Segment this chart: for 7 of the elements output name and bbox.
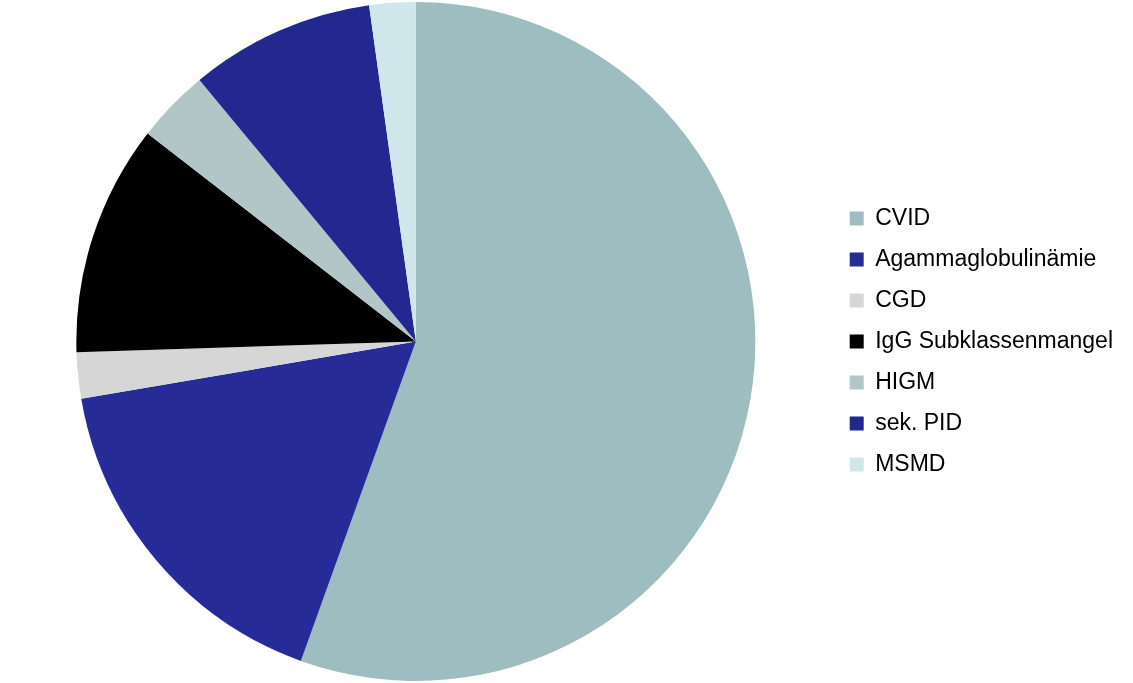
legend-label: IgG Subklassenmangel	[875, 326, 1114, 353]
legend-label: MSMD	[875, 449, 946, 476]
legend-label: CVID	[875, 203, 931, 230]
legend-label: sek. PID	[875, 408, 963, 435]
legend-label: CGD	[875, 285, 927, 312]
legend-label: HIGM	[875, 367, 936, 394]
legend-label: Agammaglobulinämie	[875, 244, 1097, 271]
